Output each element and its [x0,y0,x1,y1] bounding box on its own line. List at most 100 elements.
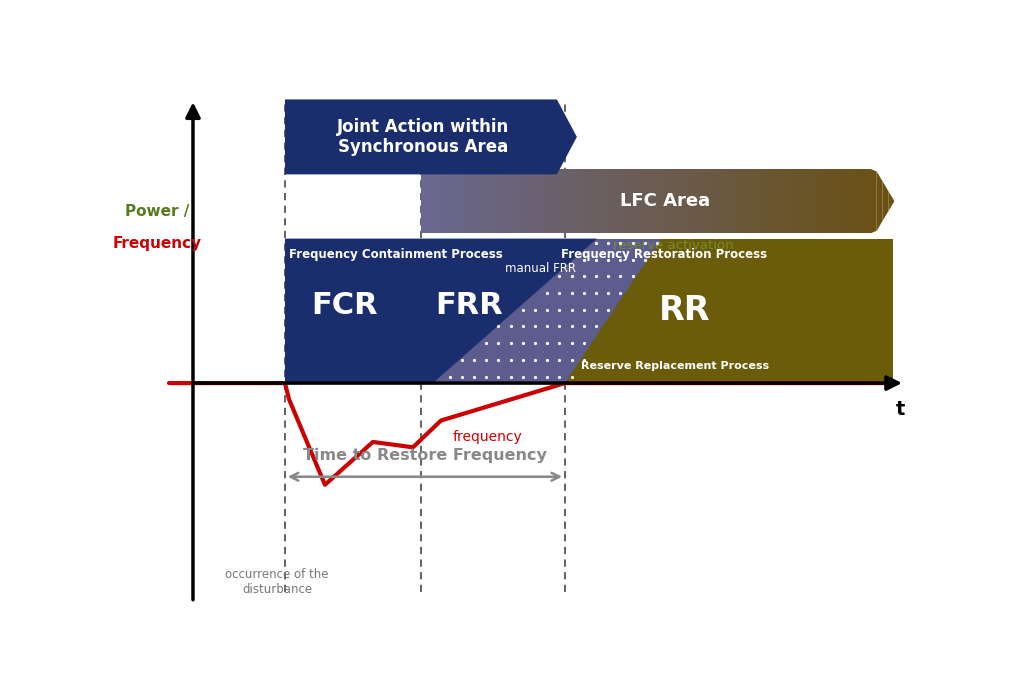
Polygon shape [569,169,575,234]
Polygon shape [841,169,847,234]
Polygon shape [504,169,510,234]
Polygon shape [486,169,492,234]
Polygon shape [675,169,681,234]
Text: FCR: FCR [312,291,379,320]
Polygon shape [622,169,628,234]
Polygon shape [540,169,545,234]
Polygon shape [427,169,432,234]
Polygon shape [776,169,782,234]
Polygon shape [432,169,439,234]
Polygon shape [462,169,469,234]
Polygon shape [534,169,540,234]
Text: Frequency Restoration Process: Frequency Restoration Process [561,248,767,261]
Polygon shape [652,169,657,234]
Polygon shape [599,169,605,234]
Polygon shape [563,169,569,234]
Polygon shape [729,169,735,234]
Polygon shape [699,169,705,234]
Polygon shape [581,169,586,234]
Text: Frequency Containment Process: Frequency Containment Process [289,248,503,261]
Text: Time to Restore Frequency: Time to Restore Frequency [303,448,547,464]
Polygon shape [634,169,640,234]
Polygon shape [664,169,670,234]
Polygon shape [717,169,722,234]
Polygon shape [882,181,889,221]
Text: RR: RR [659,295,711,327]
Polygon shape [853,169,859,234]
Polygon shape [285,238,596,383]
Polygon shape [806,169,811,234]
Polygon shape [824,169,830,234]
Polygon shape [285,99,577,174]
Polygon shape [835,169,841,234]
Polygon shape [628,169,634,234]
Polygon shape [565,238,893,383]
Polygon shape [746,169,752,234]
Polygon shape [527,169,534,234]
Polygon shape [800,169,806,234]
Polygon shape [670,169,675,234]
Polygon shape [794,169,800,234]
Polygon shape [521,169,527,234]
Polygon shape [705,169,711,234]
Text: LFC Area: LFC Area [620,192,710,210]
Polygon shape [859,169,865,234]
Polygon shape [469,169,474,234]
Polygon shape [610,169,616,234]
Text: occurrence of the
disturbance: occurrence of the disturbance [225,568,329,596]
Polygon shape [497,169,504,234]
Polygon shape [605,169,610,234]
Polygon shape [759,169,765,234]
Polygon shape [516,169,521,234]
Polygon shape [557,169,563,234]
Polygon shape [876,172,882,231]
Polygon shape [741,169,746,234]
Polygon shape [694,169,699,234]
Polygon shape [640,169,646,234]
Text: frequency: frequency [453,430,522,443]
Polygon shape [770,169,776,234]
Polygon shape [575,169,581,234]
Polygon shape [657,169,664,234]
Polygon shape [735,169,741,234]
Polygon shape [865,169,871,234]
Polygon shape [551,169,557,234]
Polygon shape [545,169,551,234]
Polygon shape [586,169,592,234]
Text: Power /: Power / [125,204,189,220]
Polygon shape [592,169,599,234]
Polygon shape [681,169,687,234]
Polygon shape [722,169,729,234]
Text: Joint Action within
Synchronous Area: Joint Action within Synchronous Area [336,117,509,156]
Polygon shape [510,169,516,234]
Text: Frequency: Frequency [112,236,201,252]
Polygon shape [817,169,824,234]
Polygon shape [765,169,770,234]
Polygon shape [451,169,456,234]
Polygon shape [480,169,486,234]
Polygon shape [782,169,787,234]
Polygon shape [445,169,451,234]
Polygon shape [439,169,445,234]
Polygon shape [616,169,622,234]
Text: t: t [896,400,905,419]
Polygon shape [752,169,759,234]
Polygon shape [871,169,876,234]
Polygon shape [811,169,817,234]
Polygon shape [456,169,462,234]
Polygon shape [421,169,427,234]
Polygon shape [687,169,694,234]
Polygon shape [474,169,480,234]
Polygon shape [787,169,794,234]
Text: FRR: FRR [436,291,503,320]
Polygon shape [646,169,652,234]
Polygon shape [847,169,853,234]
Text: reserve activation: reserve activation [613,238,734,252]
Polygon shape [889,191,895,211]
Polygon shape [492,169,497,234]
Polygon shape [711,169,717,234]
Text: manual FRR: manual FRR [506,261,577,275]
Text: Reserve Replacement Process: Reserve Replacement Process [581,361,769,371]
Polygon shape [285,238,893,383]
Polygon shape [830,169,835,234]
